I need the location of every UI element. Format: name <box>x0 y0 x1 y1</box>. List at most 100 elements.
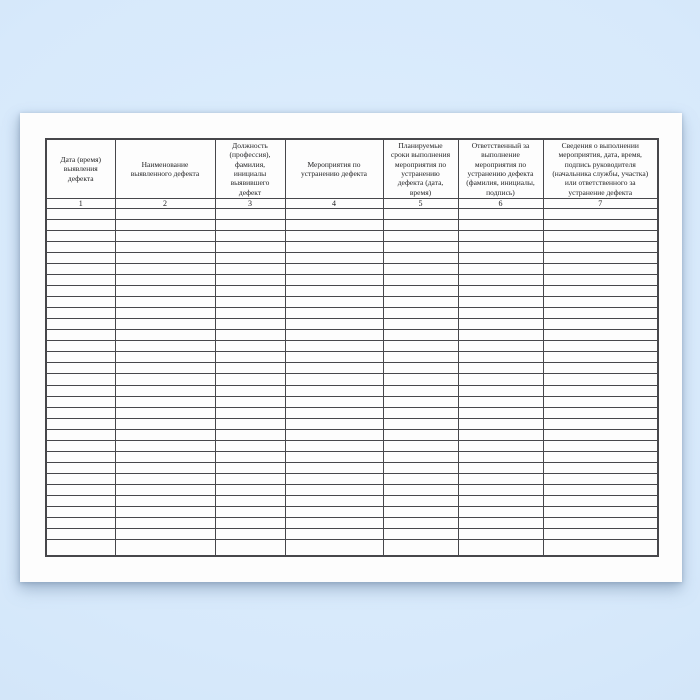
table-cell <box>382 340 459 353</box>
table-row <box>45 450 659 463</box>
table-row <box>45 241 659 254</box>
table-cell <box>382 461 459 474</box>
table-row <box>45 340 659 353</box>
table-cell <box>284 516 384 529</box>
table-cell <box>114 362 216 375</box>
table-cell <box>45 362 116 375</box>
column-number: 6 <box>457 198 544 209</box>
table-cell <box>214 505 286 518</box>
table-cell <box>457 406 544 419</box>
table-cell <box>114 505 216 518</box>
table-cell <box>45 516 116 529</box>
table-cell <box>284 340 384 353</box>
table-cell <box>542 263 659 276</box>
table-cell <box>214 494 286 507</box>
table-row <box>45 207 659 221</box>
table-cell <box>214 395 286 408</box>
table-cell <box>457 285 544 298</box>
table-cell <box>45 472 116 485</box>
table-cell <box>382 516 459 529</box>
table-cell <box>214 439 286 452</box>
defect-log-table: Дата (время) выявления дефекта Наименован… <box>45 138 659 557</box>
table-cell <box>457 417 544 430</box>
table-cell <box>457 263 544 276</box>
table-row <box>45 527 659 540</box>
table-cell <box>382 274 459 287</box>
table-cell <box>457 527 544 540</box>
table-cell <box>457 362 544 375</box>
column-header: Должность (профессия), фамилия, инициалы… <box>214 138 286 199</box>
table-cell <box>114 494 216 507</box>
column-number: 7 <box>542 198 659 209</box>
table-cell <box>214 373 286 386</box>
table-cell <box>114 439 216 452</box>
table-cell <box>114 263 216 276</box>
table-cell <box>284 329 384 342</box>
table-row <box>45 505 659 518</box>
table-cell <box>45 230 116 243</box>
table-cell <box>457 318 544 331</box>
table-cell <box>542 351 659 364</box>
table-cell <box>214 362 286 375</box>
table-cell <box>284 450 384 463</box>
table-cell <box>45 538 116 557</box>
column-header: Мероприятия по устранению дефекта <box>284 138 384 199</box>
table-cell <box>457 207 544 221</box>
table-cell <box>457 219 544 232</box>
table-cell <box>542 538 659 557</box>
table-cell <box>457 461 544 474</box>
table-cell <box>542 230 659 243</box>
column-header: Наименование выявленного дефекта <box>114 138 216 199</box>
table-cell <box>214 241 286 254</box>
table-cell <box>382 351 459 364</box>
column-number: 5 <box>382 198 459 209</box>
table-row <box>45 296 659 309</box>
table-row <box>45 307 659 320</box>
table-cell <box>114 340 216 353</box>
table-cell <box>382 505 459 518</box>
table-cell <box>382 494 459 507</box>
table-cell <box>284 505 384 518</box>
table-cell <box>284 351 384 364</box>
table-cell <box>457 274 544 287</box>
table-row <box>45 395 659 408</box>
table-cell <box>542 483 659 496</box>
table-cell <box>45 252 116 265</box>
table-cell <box>542 494 659 507</box>
table-row <box>45 373 659 386</box>
table-cell <box>114 318 216 331</box>
table-cell <box>457 252 544 265</box>
table-cell <box>457 241 544 254</box>
table-cell <box>542 439 659 452</box>
table-cell <box>214 417 286 430</box>
table-cell <box>214 340 286 353</box>
column-number: 2 <box>114 198 216 209</box>
table-cell <box>114 461 216 474</box>
table-cell <box>214 406 286 419</box>
table-cell <box>284 274 384 287</box>
table-cell <box>382 263 459 276</box>
table-cell <box>114 395 216 408</box>
table-cell <box>542 406 659 419</box>
table-cell <box>45 494 116 507</box>
table-cell <box>457 384 544 397</box>
table-cell <box>382 296 459 309</box>
table-cell <box>214 307 286 320</box>
table-cell <box>542 461 659 474</box>
table-cell <box>382 472 459 485</box>
table-cell <box>114 527 216 540</box>
table-cell <box>45 483 116 496</box>
table-cell <box>45 439 116 452</box>
table-cell <box>542 207 659 221</box>
table-cell <box>382 329 459 342</box>
table-cell <box>114 252 216 265</box>
table-row <box>45 263 659 276</box>
table-cell <box>214 384 286 397</box>
table-cell <box>457 395 544 408</box>
table-cell <box>284 285 384 298</box>
table-cell <box>45 373 116 386</box>
table-cell <box>284 296 384 309</box>
table-row <box>45 351 659 364</box>
table-cell <box>542 219 659 232</box>
